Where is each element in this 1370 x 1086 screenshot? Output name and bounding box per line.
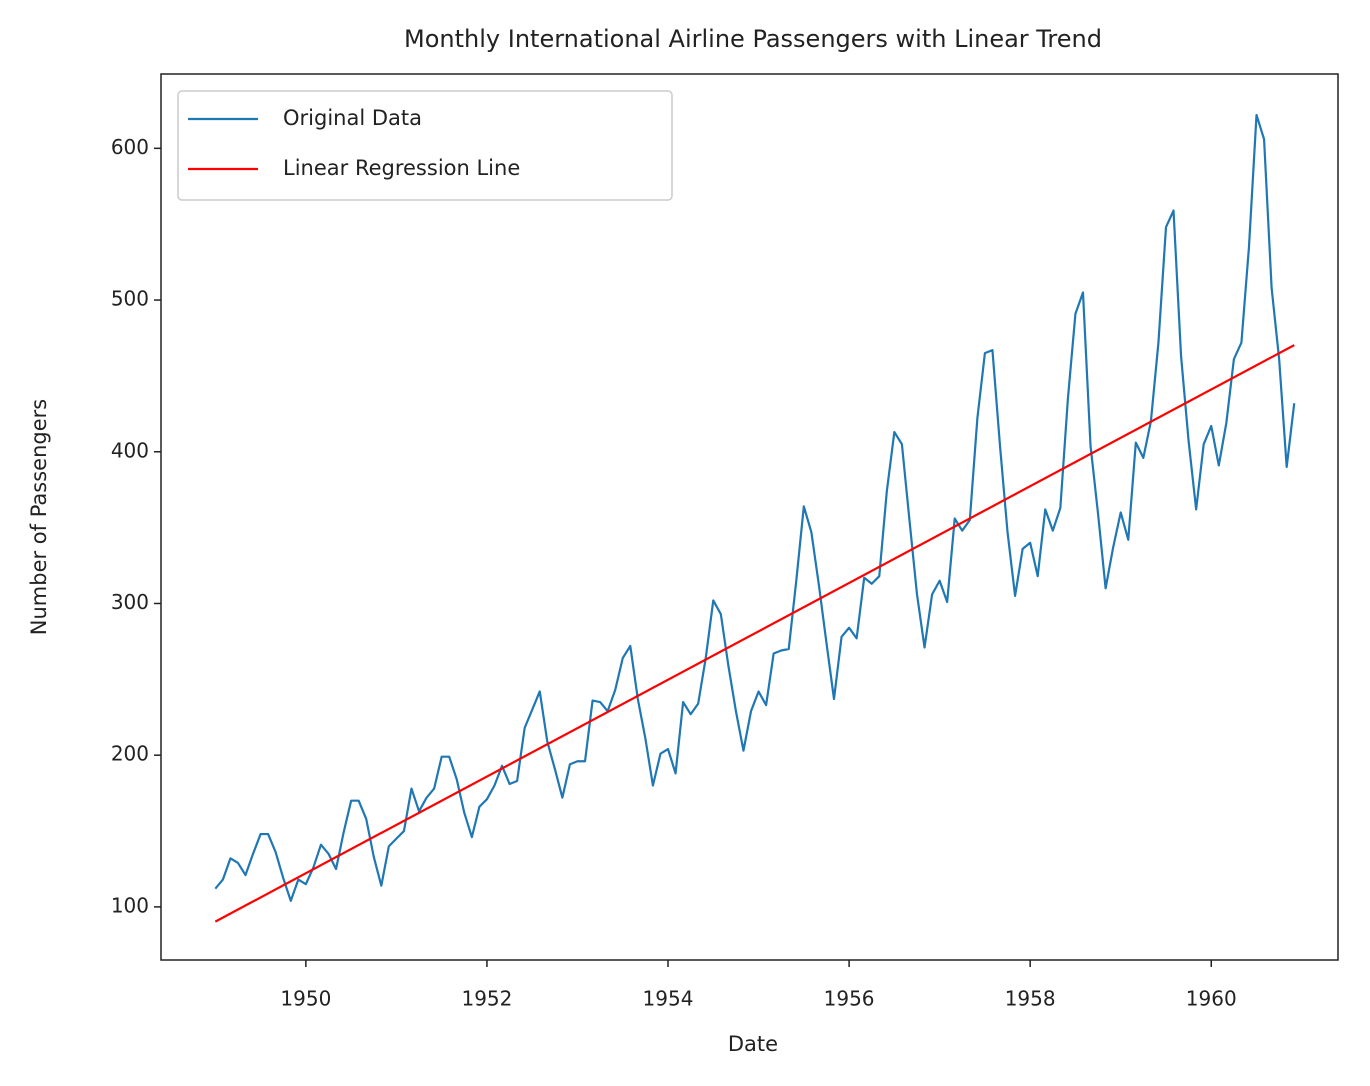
x-tick-label: 1954 (643, 987, 694, 1011)
x-axis-label: Date (728, 1032, 778, 1056)
x-tick-label: 1958 (1005, 987, 1056, 1011)
x-tick-label: 1960 (1186, 987, 1237, 1011)
legend-label: Original Data (283, 106, 422, 130)
legend-box (177, 90, 673, 201)
y-tick-label: 400 (111, 438, 149, 462)
y-tick-label: 300 (111, 590, 149, 614)
plot-frame (160, 73, 1339, 961)
y-tick-label: 600 (111, 135, 149, 159)
y-tick-label: 200 (111, 742, 149, 766)
chart-title: Monthly International Airline Passengers… (404, 25, 1102, 53)
y-axis-label: Number of Passengers (27, 399, 51, 635)
x-tick-label: 1956 (824, 987, 875, 1011)
legend-label: Linear Regression Line (283, 156, 520, 180)
y-tick-label: 500 (111, 287, 149, 311)
x-tick-label: 1952 (461, 987, 512, 1011)
y-tick-label: 100 (111, 893, 149, 917)
x-tick-label: 1950 (280, 987, 331, 1011)
series-line (214, 113, 1296, 902)
series-line (214, 344, 1295, 923)
